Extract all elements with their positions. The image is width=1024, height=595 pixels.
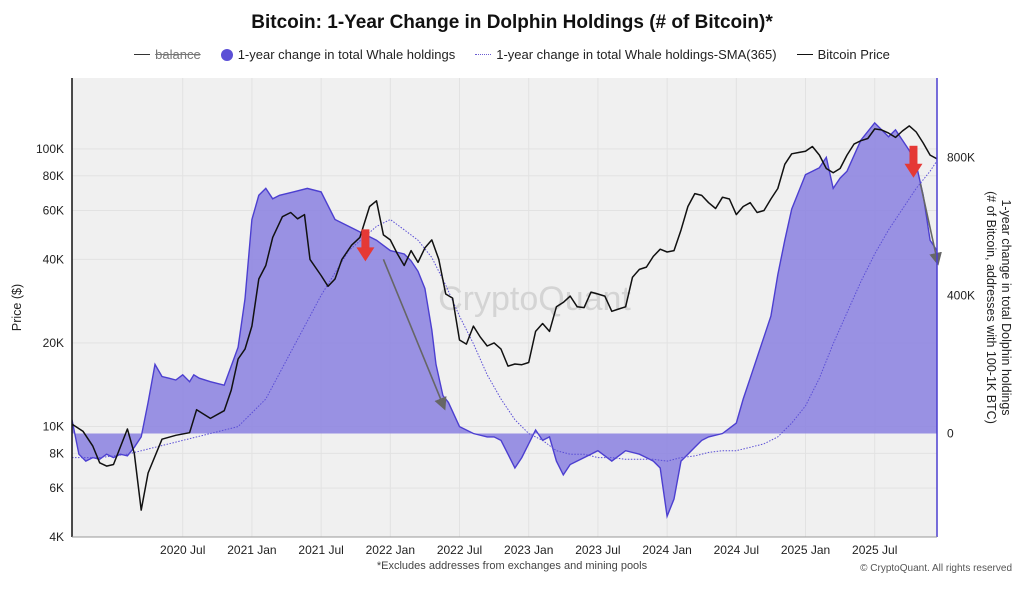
x-tick-label: 2024 Jan	[642, 543, 691, 557]
legend-label-whale-sma: 1-year change in total Whale holdings-SM…	[496, 47, 777, 62]
legend-label-btc-price: Bitcoin Price	[817, 47, 890, 62]
x-tick-label: 2023 Jan	[504, 543, 553, 557]
x-tick-label: 2020 Jul	[160, 543, 205, 557]
copyright: © CryptoQuant. All rights reserved	[860, 563, 1012, 574]
legend-label-balance: balance	[155, 47, 201, 62]
arrow-shaft	[909, 145, 918, 166]
trend-arrow	[919, 183, 942, 266]
left-tick-label: 100K	[36, 142, 64, 156]
red-down-arrow-icon	[356, 229, 375, 262]
left-tick-label: 4K	[49, 530, 64, 544]
x-tick-label: 2024 Jul	[714, 543, 759, 557]
left-axis-title: Price ($)	[10, 284, 24, 331]
legend-item-whale-sma[interactable]: 1-year change in total Whale holdings-SM…	[475, 47, 777, 62]
x-tick-label: 2022 Jan	[366, 543, 415, 557]
x-tick-label: 2023 Jul	[575, 543, 620, 557]
legend-label-whale-change: 1-year change in total Whale holdings	[237, 47, 456, 62]
legend-item-btc-price[interactable]: Bitcoin Price	[796, 47, 890, 62]
whale-sma-line	[72, 160, 937, 462]
line-swatch-icon	[134, 54, 151, 55]
right-axis-title: 1-year change in total Dolphin holdings(…	[984, 191, 1013, 424]
x-tick-label: 2022 Jul	[437, 543, 482, 557]
left-tick-label: 80K	[43, 169, 64, 183]
x-tick-label: 2021 Jul	[298, 543, 343, 557]
left-tick-label: 6K	[49, 481, 64, 495]
right-axis-title-line: 1-year change in total Dolphin holdings	[999, 199, 1013, 415]
trend-arrow	[382, 259, 447, 411]
legend-item-whale-change[interactable]: 1-year change in total Whale holdings	[220, 47, 456, 62]
red-down-arrow-icon	[904, 145, 923, 178]
left-tick-label: 40K	[43, 252, 64, 266]
whale-change-line	[72, 121, 937, 519]
right-tick-label: 400K	[947, 288, 975, 302]
x-tick-label: 2025 Jul	[852, 543, 897, 557]
left-tick-label: 20K	[43, 336, 64, 350]
dot-swatch-icon	[220, 48, 233, 61]
watermark: CryptoQuant	[438, 280, 631, 318]
left-tick-label: 8K	[49, 446, 64, 460]
arrow-shaft	[361, 229, 370, 250]
arrow-head	[356, 247, 375, 262]
right-tick-label: 0	[947, 426, 954, 440]
left-tick-label: 60K	[43, 203, 64, 217]
arrow-head	[904, 163, 923, 178]
dotted-swatch-icon	[475, 54, 492, 55]
x-tick-label: 2021 Jan	[227, 543, 276, 557]
whale-change-area	[72, 122, 937, 517]
left-tick-label: 10K	[43, 420, 64, 434]
legend-item-balance[interactable]: balance	[134, 47, 201, 62]
x-tick-label: 2025 Jan	[781, 543, 830, 557]
line-swatch-icon	[796, 54, 813, 55]
footnote: *Excludes addresses from exchanges and m…	[376, 560, 648, 572]
right-tick-label: 800K	[947, 150, 975, 164]
btc-price-line	[72, 125, 937, 511]
chart-title: Bitcoin: 1-Year Change in Dolphin Holdin…	[251, 12, 773, 33]
right-axis-title-line: (# of Bitcoin, addresses with 100-1K BTC…	[984, 191, 998, 424]
annotations	[356, 145, 942, 411]
legend: balance 1-year change in total Whale hol…	[0, 47, 1024, 62]
